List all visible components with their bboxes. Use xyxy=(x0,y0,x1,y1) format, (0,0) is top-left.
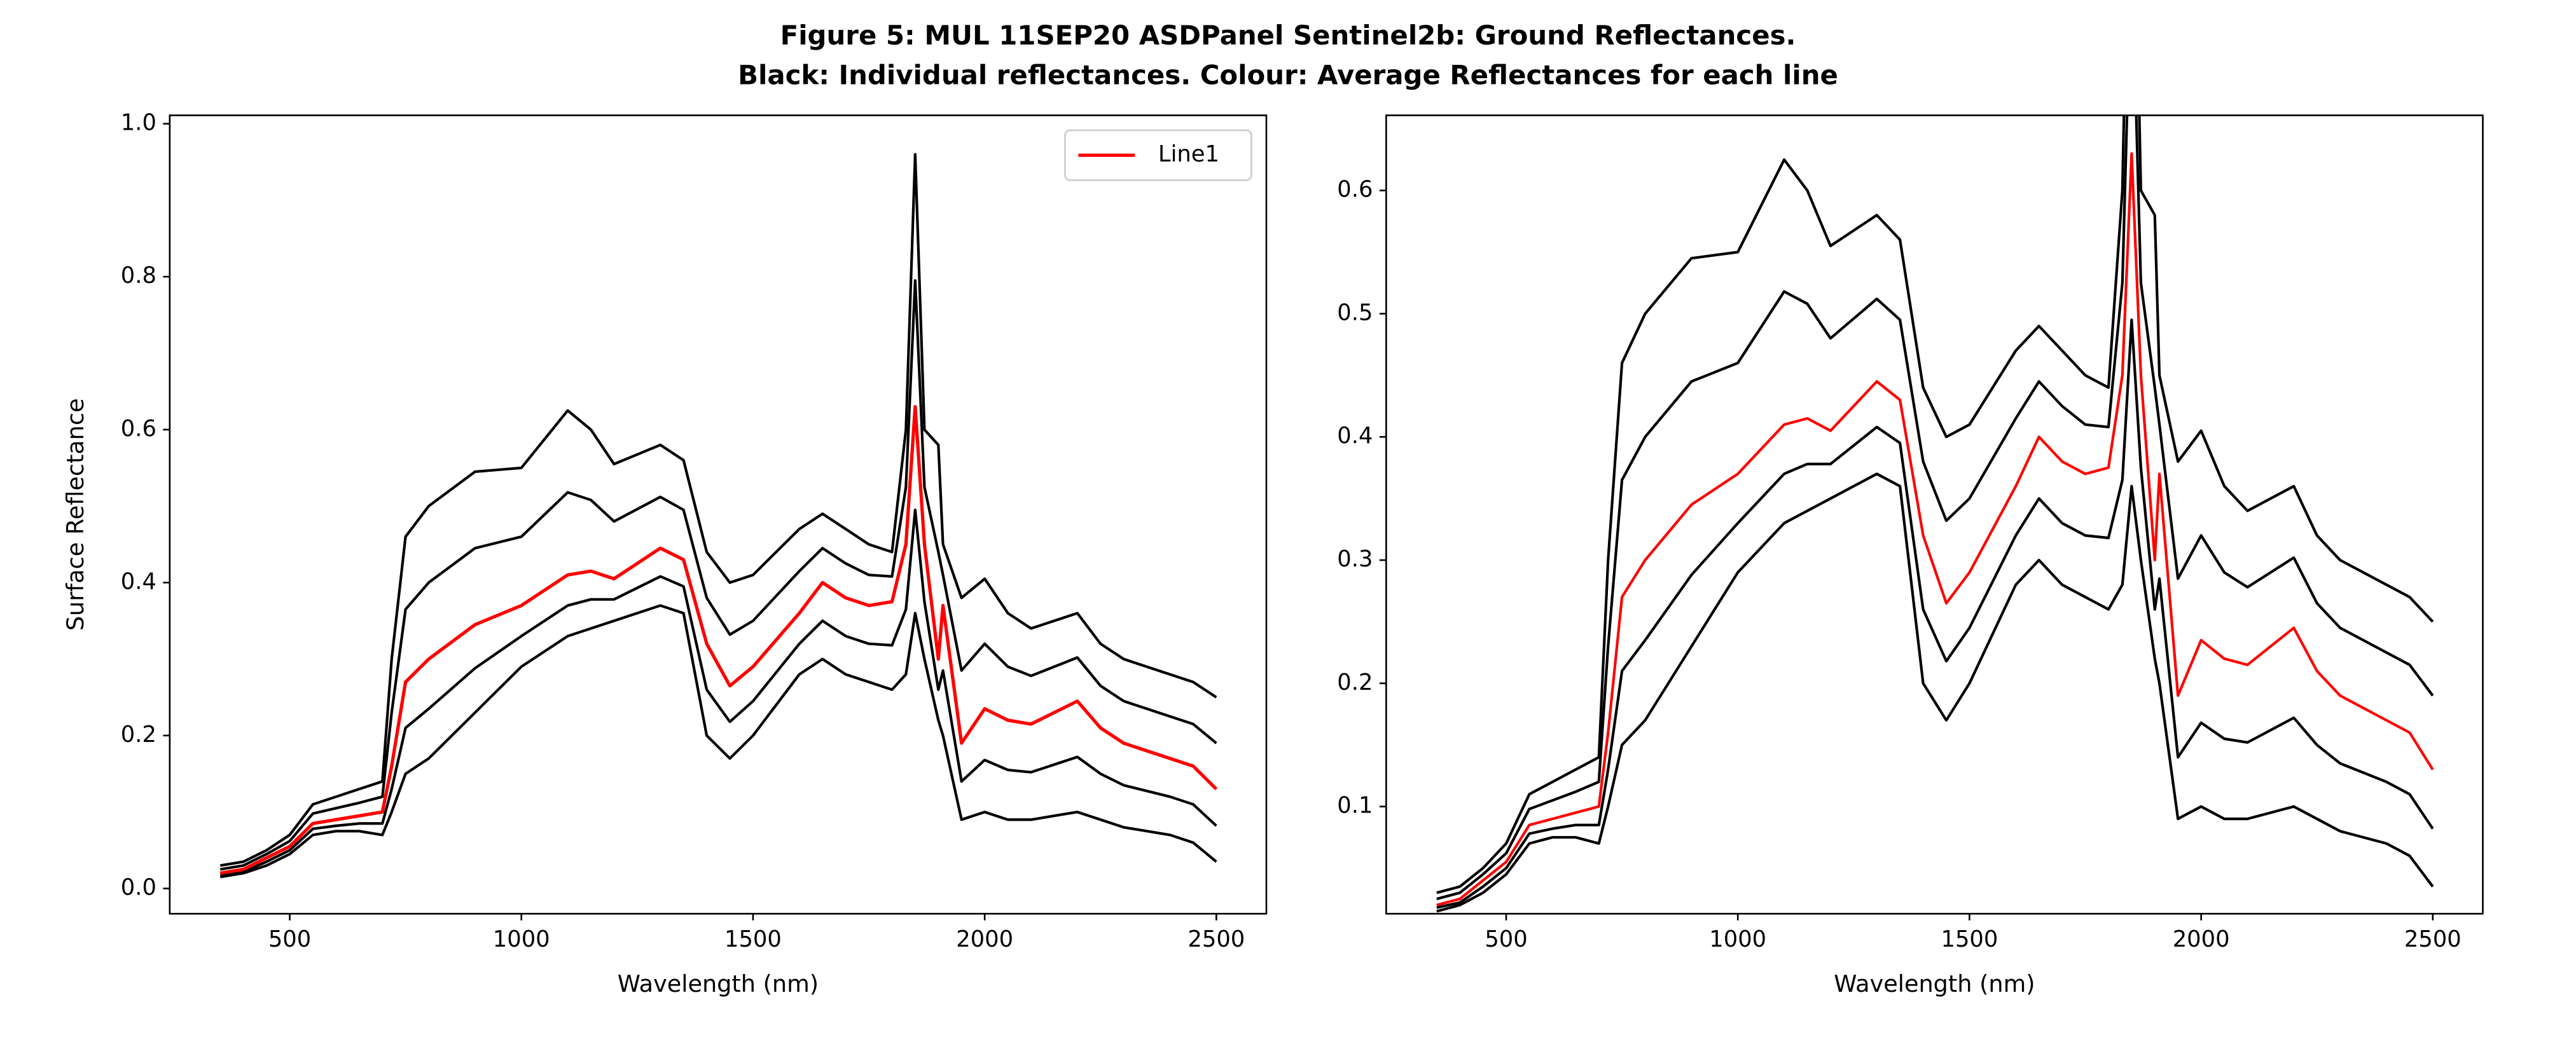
x-tick-label: 500 xyxy=(1485,926,1527,952)
series-line xyxy=(219,604,1217,879)
x-tick-label: 1000 xyxy=(1709,926,1766,952)
x-tick-label: 2500 xyxy=(1188,926,1245,952)
y-tick-label: 0.3 xyxy=(1337,546,1373,572)
plot-area xyxy=(219,153,1218,879)
y-tick-label: 0.4 xyxy=(1337,423,1373,449)
x-tick-label: 1500 xyxy=(724,926,782,952)
y-tick-label: 0.2 xyxy=(1337,669,1373,696)
figure-subtitle: Black: Individual reflectances. Colour: … xyxy=(738,60,1838,91)
series-line xyxy=(1436,115,2434,895)
series-line xyxy=(219,279,1217,871)
y-tick-label: 1.0 xyxy=(121,110,156,136)
y-tick-label: 0.1 xyxy=(1337,793,1373,819)
y-tick-label: 0.5 xyxy=(1337,299,1373,326)
legend-frame xyxy=(1064,129,1252,181)
y-tick-label: 0.2 xyxy=(121,722,156,748)
axes-frame xyxy=(1385,114,2484,915)
series-line xyxy=(219,153,1217,867)
series-line xyxy=(1436,152,2434,907)
series-line xyxy=(219,405,1218,875)
y-tick-label: 0.8 xyxy=(121,263,156,289)
x-axis-label: Wavelength (nm) xyxy=(618,970,819,998)
figure-title: Figure 5: MUL 11SEP20 ASDPanel Sentinel2… xyxy=(780,20,1796,51)
subplot: 500 1000 1500 2000 2500 0.1 0.2 0.3 0.4 0.5 0.6 Wav… xyxy=(1337,114,2484,998)
series-line xyxy=(1436,115,2434,900)
x-tick-label: 1000 xyxy=(493,926,550,952)
legend: Line1 xyxy=(1064,129,1252,181)
legend-label: Line1 xyxy=(1158,141,1219,167)
x-tick-label: 500 xyxy=(268,926,311,952)
y-tick-label: 0.6 xyxy=(121,416,156,442)
y-tick-label: 0.4 xyxy=(121,568,156,594)
x-axis-label: Wavelength (nm) xyxy=(1834,970,2035,998)
y-axis-label: Surface Reflectance xyxy=(62,398,89,631)
axes-frame xyxy=(169,114,1268,915)
y-tick-label: 0.6 xyxy=(1337,177,1373,203)
x-tick-label: 2000 xyxy=(956,926,1013,952)
x-tick-label: 2000 xyxy=(2173,926,2230,952)
x-tick-label: 1500 xyxy=(1941,926,1998,952)
subplot: 500 1000 1500 2000 2500 0.0 0.2 0.4 0.6 0.8 1.0 Wav… xyxy=(62,110,1268,998)
series-line xyxy=(219,508,1217,876)
y-tick-label: 0.0 xyxy=(121,875,156,901)
series-line xyxy=(1436,472,2434,913)
plot-area xyxy=(1436,115,2434,913)
x-tick-label: 2500 xyxy=(2404,926,2462,952)
series-line xyxy=(1436,319,2434,909)
